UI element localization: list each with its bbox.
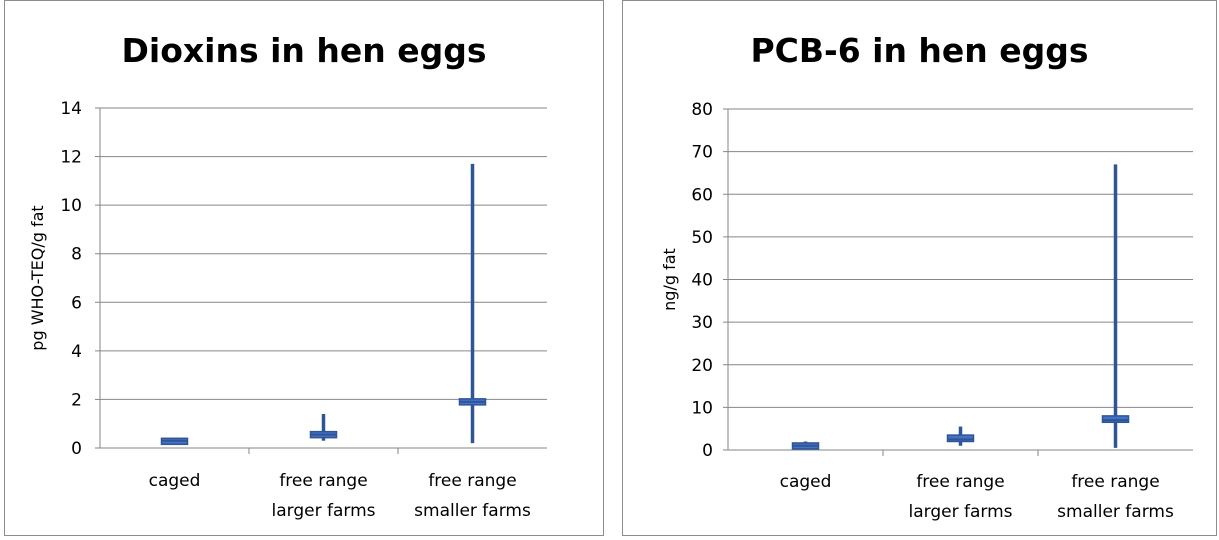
y-tick-label: 0 <box>71 439 82 459</box>
y-tick-label: 10 <box>60 196 82 216</box>
y-tick-label: 0 <box>702 441 713 461</box>
y-tick-label: 4 <box>71 342 82 362</box>
y-tick-label: 8 <box>71 245 82 265</box>
box <box>946 434 975 443</box>
y-axis-title: ng/g fat <box>660 248 679 311</box>
y-tick-label: 6 <box>71 293 82 313</box>
x-tick-label: free range larger farms <box>272 471 376 521</box>
chart-plot-pcb6: 0 10 20 30 40 50 60 70 80 ng/g fat caged free range… <box>660 100 1193 522</box>
x-tick-label: free range smaller farms <box>1057 472 1174 522</box>
y-tick-label: 10 <box>691 398 713 418</box>
y-tick-label: 12 <box>60 148 82 168</box>
chart-title: Dioxins in hen eggs <box>121 31 487 70</box>
y-tick-label: 50 <box>691 228 713 248</box>
y-axis-title: pg WHO-TEQ/g fat <box>28 205 47 350</box>
y-tick-label: 2 <box>71 390 82 410</box>
x-tick-label: free range smaller farms <box>414 471 531 521</box>
y-tick-label: 20 <box>691 356 713 376</box>
y-tick-label: 60 <box>691 185 713 205</box>
chart-panel-dioxins: Dioxins in hen eggs 0 2 4 6 8 10 12 14 pg WHO-TE… <box>4 0 604 536</box>
x-tick-label: caged <box>149 471 201 491</box>
chart-plot-dioxins: 0 2 4 6 8 10 12 14 pg WHO-TEQ/g fat caged free ran… <box>28 99 547 521</box>
y-tick-label: 70 <box>691 143 713 163</box>
x-tick-label: caged <box>780 472 832 492</box>
chart-panel-pcb6: PCB-6 in hen eggs 0 10 20 30 40 50 60 70 80 ng/g … <box>622 0 1217 536</box>
chart-title: PCB-6 in hen eggs <box>750 31 1089 70</box>
y-tick-label: 80 <box>691 100 713 120</box>
y-tick-label: 30 <box>691 313 713 333</box>
box <box>1101 415 1130 424</box>
y-tick-label: 40 <box>691 271 713 291</box>
y-tick-label: 14 <box>60 99 82 119</box>
x-tick-label: free range larger farms <box>909 472 1013 522</box>
